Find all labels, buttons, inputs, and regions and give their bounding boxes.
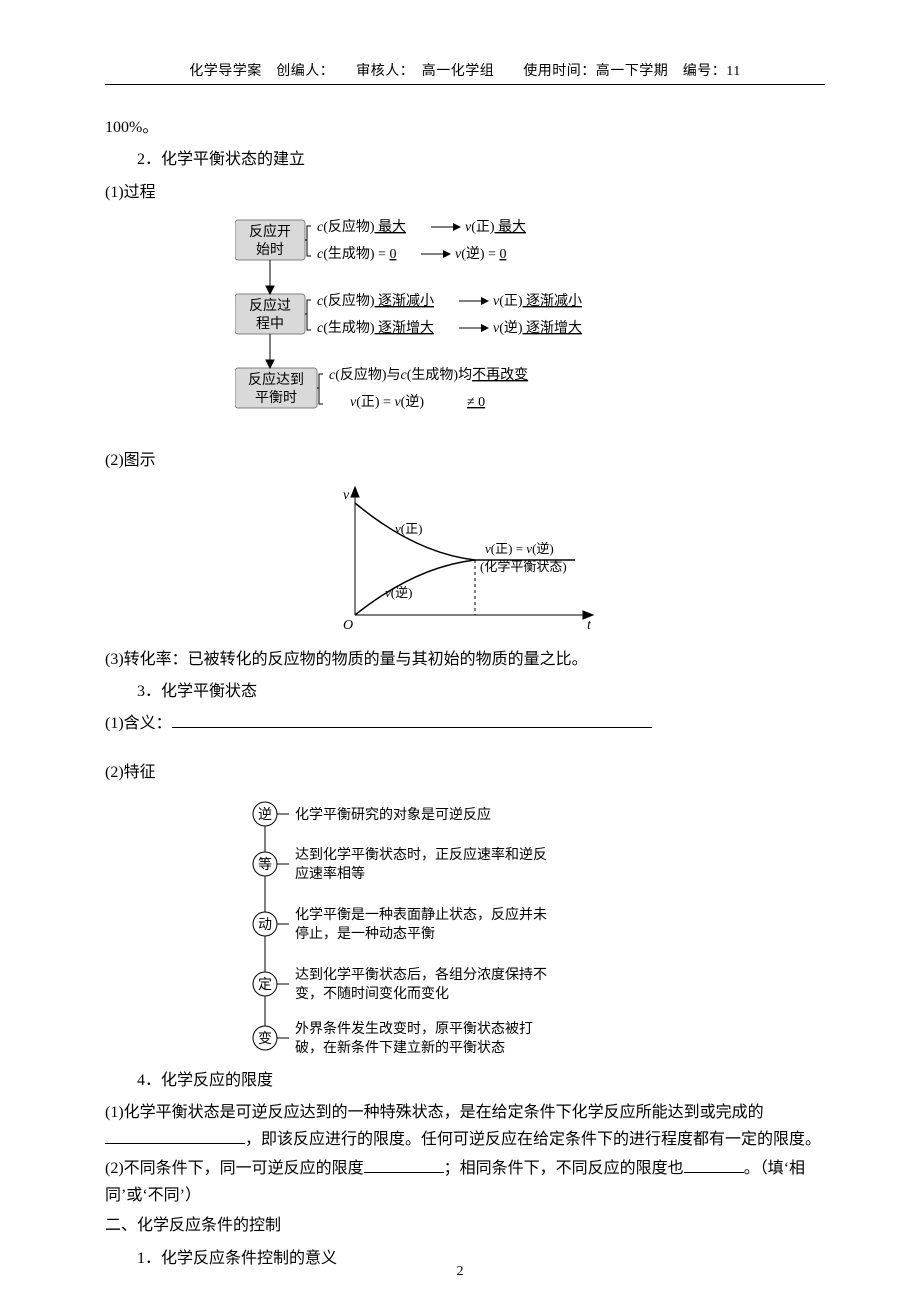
svg-text:反应开: 反应开	[249, 223, 291, 240]
svg-text:变: 变	[258, 1031, 272, 1047]
svg-text:定: 定	[258, 977, 272, 993]
svg-text:停止，是一种动态平衡: 停止，是一种动态平衡	[295, 925, 435, 942]
heading-2-establish: 2．化学平衡状态的建立	[105, 145, 825, 175]
svg-text:v(正): v(正)	[395, 521, 422, 536]
q2-part-a: (2)不同条件下，同一可逆反应的限度	[105, 1160, 364, 1177]
blank-q1[interactable]	[105, 1127, 245, 1144]
heading-1-section2: 二、化学反应条件的控制	[105, 1211, 825, 1241]
page-header: 化学导学案 创编人： 审核人： 高一化学组 使用时间：高一下学期 编号：11	[105, 60, 825, 85]
svg-text:变，不随时间变化而变化: 变，不随时间变化而变化	[295, 986, 449, 1002]
svg-text:v(逆): v(逆)	[385, 585, 412, 600]
q2-text: (2)不同条件下，同一可逆反应的限度；相同条件下，不同反应的限度也。（填‘相同’…	[105, 1155, 825, 1209]
svg-text:反应达到: 反应达到	[248, 371, 304, 388]
svg-text:c(反应物)与c(生成物)均不再改变: c(反应物)与c(生成物)均不再改变	[329, 366, 528, 383]
svg-text:破，在新条件下建立新的平衡状态: 破，在新条件下建立新的平衡状态	[295, 1039, 505, 1056]
label-graph: (2)图示	[105, 446, 825, 476]
svg-text:c(生成物) = 0: c(生成物) = 0	[317, 246, 396, 262]
figure-process-flow: 反应开 始时 反应过 程中 反应达到 平衡时	[235, 216, 695, 436]
eq-label-1: v(正) = v(逆)	[485, 541, 554, 556]
svg-text:v(逆) = 0: v(逆) = 0	[455, 246, 506, 262]
svg-text:v(逆) 逐渐增大: v(逆) 逐渐增大	[493, 320, 582, 336]
svg-text:c(反应物) 最大: c(反应物) 最大	[317, 218, 406, 235]
svg-text:c(生成物) 逐渐增大: c(生成物) 逐渐增大	[317, 320, 434, 336]
q1-part-a: (1)化学平衡状态是可逆反应达到的一种特殊状态，是在给定条件下化学反应所能达到或…	[105, 1104, 764, 1121]
svg-text:化学平衡是一种表面静止状态，反应并未: 化学平衡是一种表面静止状态，反应并未	[295, 906, 547, 923]
svg-text:t: t	[587, 618, 592, 633]
svg-text:反应过: 反应过	[249, 297, 291, 314]
svg-text:v(正) = v(逆): v(正) = v(逆)	[350, 394, 424, 410]
heading-3-state: 3．化学平衡状态	[105, 677, 825, 707]
figure-vt-graph: v t O v(正) v(逆) v(正) = v(逆) (化学平衡状态)	[325, 485, 605, 635]
blank-q2a[interactable]	[364, 1156, 444, 1173]
svg-text:动: 动	[258, 917, 272, 933]
meaning-line: (1)含义：	[105, 709, 825, 739]
figure-features-list: 逆 等 动 定 变 化学平衡研究的对象是可逆反应 达到化学	[245, 796, 685, 1056]
svg-text:达到化学平衡状态后，各组分浓度保持不: 达到化学平衡状态后，各组分浓度保持不	[295, 967, 547, 983]
svg-text:始时: 始时	[256, 242, 284, 258]
q1-part-b: ，即该反应进行的限度。任何可逆反应在给定条件下的进行程度都有一定的限度。	[245, 1131, 821, 1148]
svg-text:v(正) 最大: v(正) 最大	[465, 219, 526, 235]
svg-text:逆: 逆	[258, 807, 272, 823]
svg-text:c(反应物) 逐渐减小: c(反应物) 逐渐减小	[317, 292, 434, 309]
blank-meaning[interactable]	[172, 711, 652, 728]
page-number: 2	[0, 1264, 920, 1280]
svg-text:应速率相等: 应速率相等	[295, 865, 365, 882]
text-100pct: 100%。	[105, 113, 825, 143]
heading-4-limit: 4．化学反应的限度	[105, 1066, 825, 1096]
eq-label-2: (化学平衡状态)	[480, 559, 567, 574]
svg-text:外界条件发生改变时，原平衡状态被打: 外界条件发生改变时，原平衡状态被打	[295, 1020, 533, 1037]
meaning-label: (1)含义：	[105, 715, 172, 732]
label-process: (1)过程	[105, 178, 825, 208]
svg-text:程中: 程中	[256, 316, 284, 332]
svg-text:≠ 0: ≠ 0	[467, 395, 485, 410]
q2-part-b: ；相同条件下，不同反应的限度也	[444, 1160, 684, 1177]
svg-text:化学平衡研究的对象是可逆反应: 化学平衡研究的对象是可逆反应	[295, 806, 491, 823]
text-conversion-rate: (3)转化率：已被转化的反应物的物质的量与其初始的物质的量之比。	[105, 645, 825, 675]
label-features: (2)特征	[105, 758, 825, 788]
svg-text:O: O	[343, 618, 353, 633]
svg-text:达到化学平衡状态时，正反应速率和逆反: 达到化学平衡状态时，正反应速率和逆反	[295, 846, 547, 863]
svg-text:v(正) 逐渐减小: v(正) 逐渐减小	[493, 293, 582, 309]
blank-q2b[interactable]	[684, 1156, 744, 1173]
q1-text: (1)化学平衡状态是可逆反应达到的一种特殊状态，是在给定条件下化学反应所能达到或…	[105, 1099, 825, 1153]
svg-text:v: v	[343, 488, 350, 503]
svg-text:等: 等	[258, 856, 272, 873]
svg-text:平衡时: 平衡时	[255, 390, 297, 406]
